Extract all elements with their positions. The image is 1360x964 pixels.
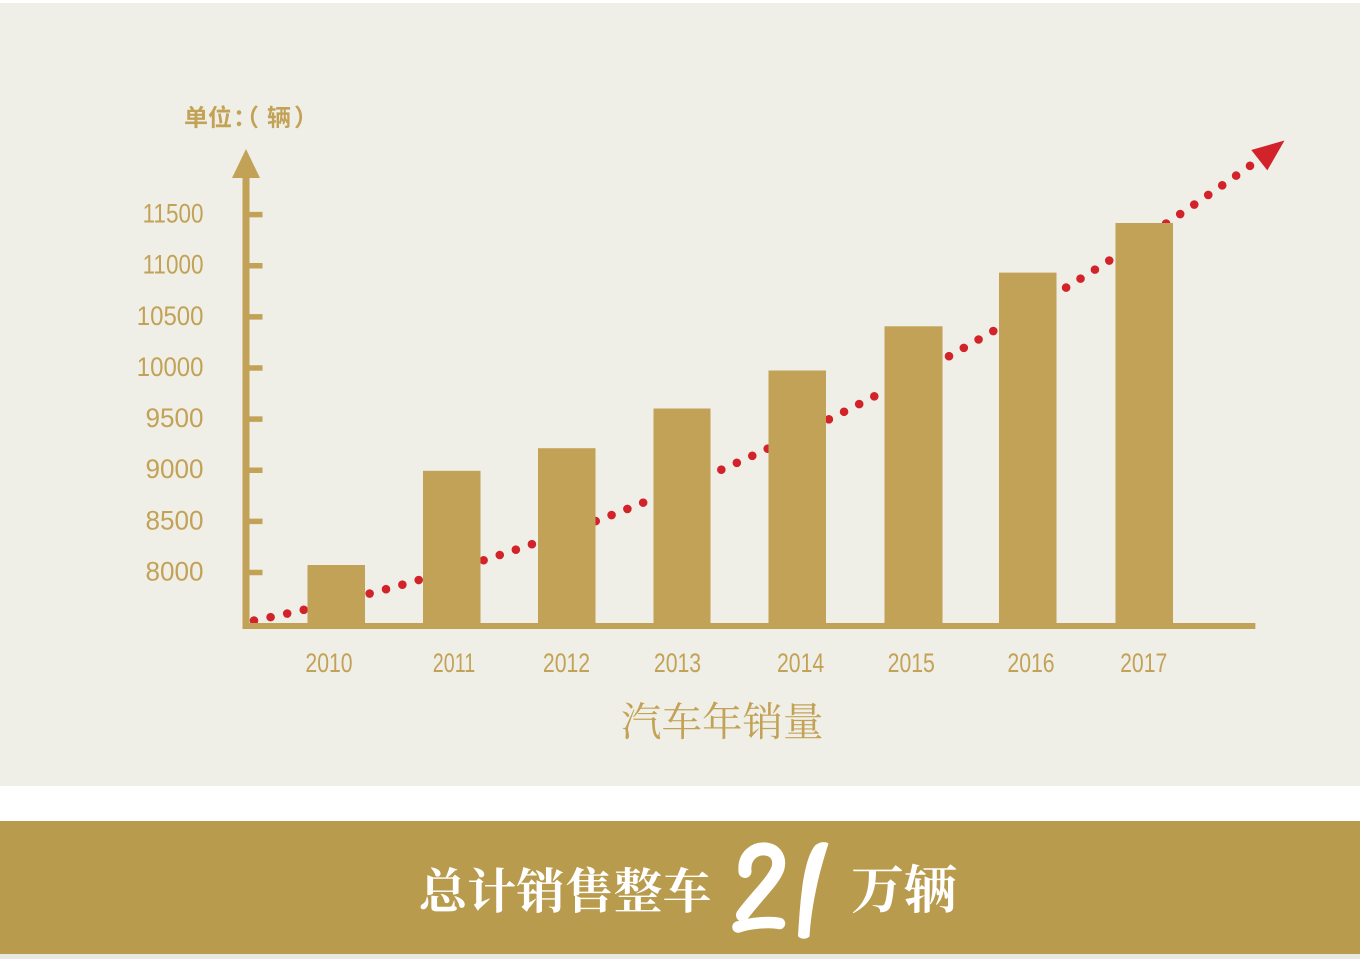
svg-text:2013: 2013 [654,648,701,678]
svg-text:11000: 11000 [143,250,204,280]
svg-text:9000: 9000 [146,454,204,484]
svg-text:2012: 2012 [543,648,590,678]
svg-text:2014: 2014 [777,648,824,678]
svg-text:9500: 9500 [146,403,204,433]
svg-text:2016: 2016 [1007,648,1054,678]
svg-text:2015: 2015 [888,648,935,678]
svg-text:11500: 11500 [143,199,204,229]
svg-text:2010: 2010 [305,648,352,678]
svg-text:2017: 2017 [1120,648,1167,678]
svg-text:8500: 8500 [146,505,204,535]
svg-text:10000: 10000 [137,352,204,382]
svg-text:10500: 10500 [137,301,204,331]
svg-text:2011: 2011 [433,648,475,678]
svg-text:8000: 8000 [146,556,204,586]
